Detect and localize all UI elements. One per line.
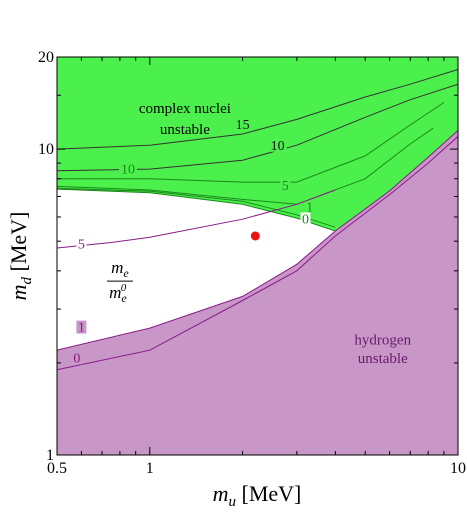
purple-contour-0-label: 0 xyxy=(73,351,80,366)
complex-nuclei-unstable-region xyxy=(57,57,458,231)
purple-contour-0-line xyxy=(57,136,458,371)
green-contour-10-line xyxy=(57,83,458,172)
y-tick-label: 1 xyxy=(46,447,54,464)
green-contour-10-label: 10 xyxy=(121,162,135,177)
green-contour-1-label: 1 xyxy=(306,200,313,215)
purple-contour-1-label-bg xyxy=(76,320,87,334)
axis-ticks xyxy=(56,56,459,456)
green-contour-15-line xyxy=(57,69,458,150)
green-contour-10-line xyxy=(57,102,445,183)
green-contours: 15 10 10 5 10 xyxy=(57,69,458,232)
x-tick-label: 10 xyxy=(450,460,466,477)
x-axis-title: mu [MeV] xyxy=(213,481,302,510)
y-tick-label: 20 xyxy=(38,49,54,66)
purple-contours: 510 xyxy=(57,130,458,371)
y-axis-title: md [MeV] xyxy=(6,212,35,301)
plot-frame xyxy=(56,56,459,456)
purple-contour-5-label-bg xyxy=(76,237,87,251)
hydrogen-label-line2: unstable xyxy=(358,351,408,367)
green-contour-10-label-bg xyxy=(119,162,138,176)
x-tick-label: 0.5 xyxy=(47,460,67,477)
green-contour-10-label: 10 xyxy=(271,139,285,154)
green-contour-1-label-bg xyxy=(304,200,315,214)
red-point-marker xyxy=(250,231,260,241)
hydrogen-label-line1: hydrogen xyxy=(354,332,411,348)
x-tick-label: 1 xyxy=(146,460,154,477)
y-tick-label: 10 xyxy=(38,141,54,158)
purple-contour-1-line xyxy=(57,130,458,351)
green-contour-5-label-bg xyxy=(280,179,291,193)
complex-nuclei-label-line1: complex nuclei xyxy=(139,101,231,117)
green-contour-5-label: 5 xyxy=(282,179,289,194)
green-contour-15-label-bg xyxy=(233,118,252,132)
purple-contour-1-label: 1 xyxy=(78,321,85,336)
green-contour-15-label: 15 xyxy=(236,118,250,133)
green-contour-0-label-bg xyxy=(300,212,311,226)
green-contour-10-label-bg xyxy=(268,138,287,152)
ratio-denominator: me0 xyxy=(109,282,127,305)
purple-contour-5-label: 5 xyxy=(78,238,85,253)
purple-contour-5-line xyxy=(57,189,336,249)
purple-contour-0-label-bg xyxy=(71,351,82,365)
complex-nuclei-label-line2: unstable xyxy=(160,122,210,138)
green-contour-0-label: 0 xyxy=(302,212,309,227)
